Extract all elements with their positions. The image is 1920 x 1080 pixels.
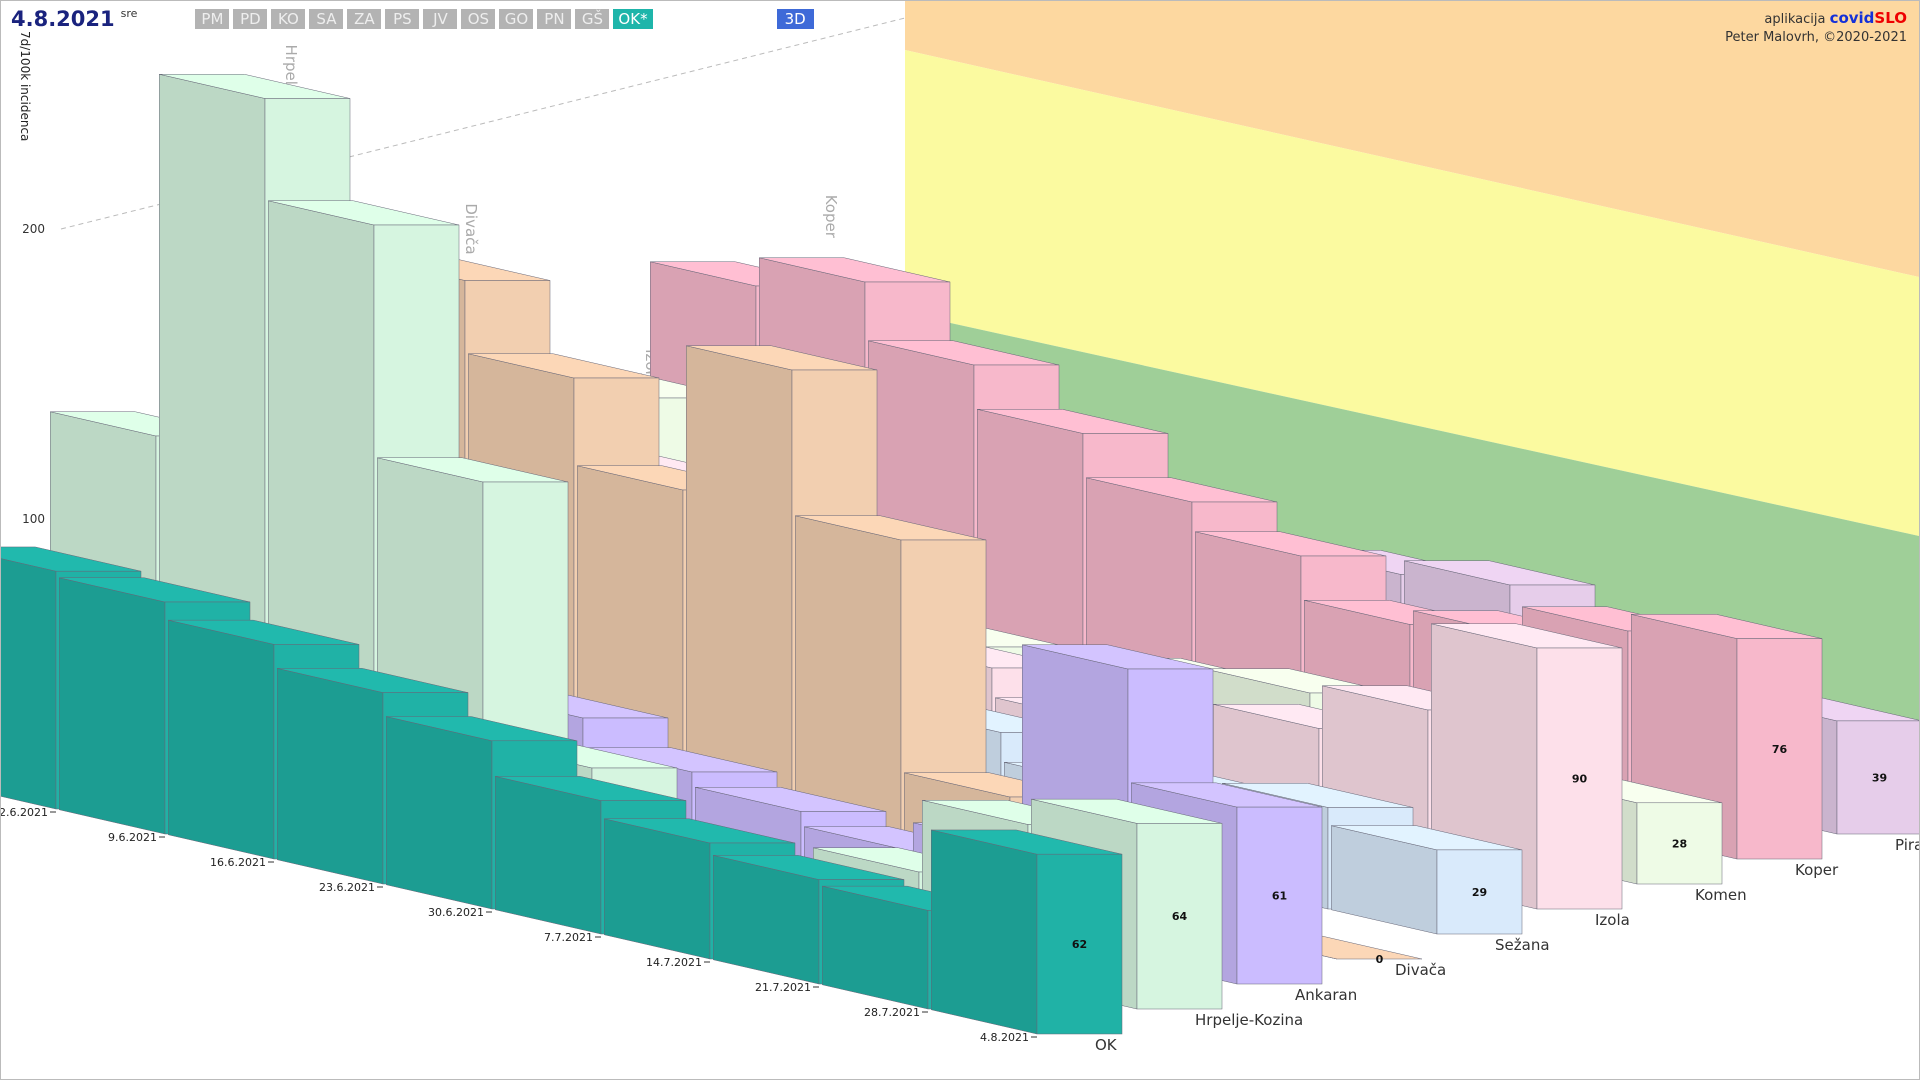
bar-front: [1636, 802, 1723, 885]
x-tick-label: 2.6.2021: [1, 806, 48, 819]
bar-front: [1236, 806, 1323, 985]
bar-side: [277, 668, 384, 885]
bar-side: [386, 716, 493, 910]
series-back-label: Divača: [462, 203, 480, 254]
x-tick-label: 14.7.2021: [646, 956, 702, 969]
value-label: 64: [1172, 910, 1188, 923]
value-label: 39: [1872, 771, 1887, 784]
region-button[interactable]: KO: [271, 9, 306, 29]
bar: [931, 829, 1123, 1035]
bar-front: [1036, 853, 1123, 1035]
region-buttons: PM PD KO SA ZA PS JV OS GO PN GŠ OK*: [195, 9, 653, 29]
region-button[interactable]: OS: [461, 9, 496, 29]
credit: aplikacija covidSLO Peter Malovrh, ©2020…: [1725, 9, 1907, 47]
series-label: Piran: [1895, 836, 1919, 854]
band-mid: [905, 50, 1919, 536]
bar-side: [495, 776, 602, 935]
x-tick-label: 21.7.2021: [755, 981, 811, 994]
weekday: sre: [120, 7, 138, 20]
series-label: Izola: [1595, 911, 1630, 929]
region-button[interactable]: PS: [385, 9, 420, 29]
bar-front: [1536, 647, 1623, 910]
app-name: covid: [1829, 9, 1875, 27]
bar-front: [1136, 823, 1223, 1010]
region-button[interactable]: PN: [537, 9, 572, 29]
value-label: 28: [1672, 837, 1687, 850]
region-button[interactable]: OK*: [613, 9, 653, 29]
bar-front: [1736, 638, 1823, 860]
region-button[interactable]: PD: [233, 9, 268, 29]
y-tick-label: 100: [22, 512, 45, 526]
region-button[interactable]: JV: [423, 9, 458, 29]
bar-front: [1436, 849, 1523, 935]
value-label: 90: [1572, 773, 1588, 786]
series-label: Komen: [1695, 886, 1747, 904]
bar-side: [931, 829, 1038, 1035]
region-button[interactable]: GŠ: [575, 9, 610, 29]
series-label: Sežana: [1495, 936, 1550, 954]
value-label: 61: [1272, 890, 1287, 903]
app-name: SLO: [1874, 9, 1907, 27]
x-tick-label: 7.7.2021: [544, 931, 593, 944]
x-tick-label: 16.6.2021: [210, 856, 266, 869]
series-back-label: Koper: [822, 195, 840, 239]
bar-side: [168, 619, 275, 860]
y-axis-title: 7d/100k incidenca: [18, 31, 32, 142]
bar-side: [604, 818, 711, 960]
author: Peter Malovrh, ©2020-2021: [1725, 30, 1907, 45]
region-button[interactable]: GO: [499, 9, 534, 29]
series-label: Koper: [1795, 861, 1839, 879]
series-label: OK: [1095, 1036, 1118, 1054]
bar: [1331, 825, 1523, 935]
value-label: 0: [1376, 953, 1384, 966]
view-button[interactable]: 3D: [776, 9, 814, 29]
x-tick-label: 23.6.2021: [319, 881, 375, 894]
series-label: Hrpelje-Kozina: [1195, 1011, 1303, 1029]
header: 4.8.2021 sre PM PD KO SA ZA PS JV OS GO PN GŠ OK* 3…: [11, 7, 814, 31]
region-button[interactable]: ZA: [347, 9, 382, 29]
x-tick-label: 28.7.2021: [864, 1006, 920, 1019]
band-high: [905, 1, 1919, 277]
series-label: Divača: [1395, 961, 1446, 979]
bar-side: [59, 577, 166, 835]
x-tick-label: 9.6.2021: [108, 831, 157, 844]
series-label: Ankaran: [1295, 986, 1357, 1004]
bar-front: [1836, 720, 1919, 835]
value-label: 76: [1772, 743, 1788, 756]
date: 4.8.2021: [11, 7, 115, 31]
region-button[interactable]: PM: [195, 9, 230, 29]
value-label: 29: [1472, 886, 1487, 899]
x-tick-label: 30.6.2021: [428, 906, 484, 919]
value-label: 62: [1072, 938, 1087, 951]
region-button[interactable]: SA: [309, 9, 344, 29]
x-tick-label: 4.8.2021: [980, 1031, 1029, 1044]
y-tick-label: 200: [22, 222, 45, 236]
app-prefix: aplikacija: [1764, 12, 1826, 27]
bar-side: [1, 558, 57, 810]
